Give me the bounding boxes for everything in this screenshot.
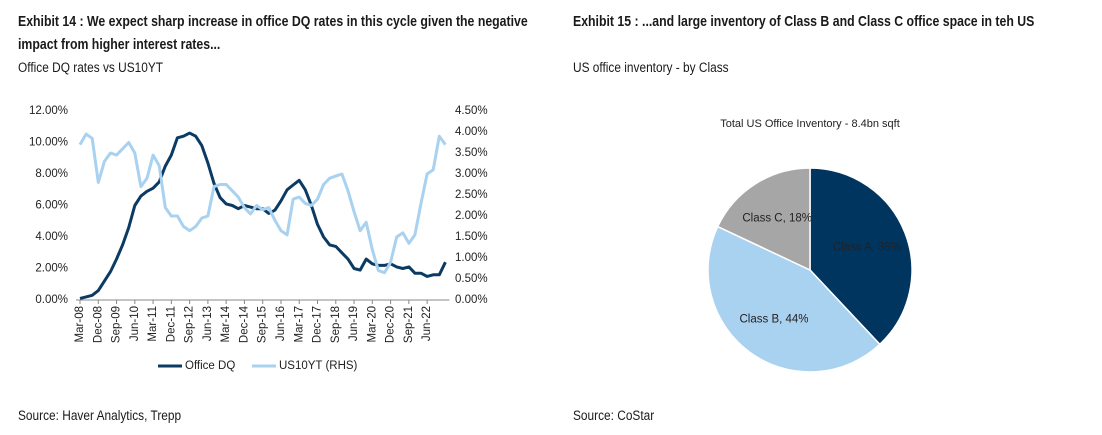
pie-chart: Total US Office Inventory - 8.4bn sqft Cl… bbox=[707, 118, 913, 373]
exhibit-title: Exhibit 15 : ...and large inventory of C… bbox=[573, 13, 1035, 30]
x-tick-label: Dec-14 bbox=[238, 305, 250, 343]
source: Source: CoStar bbox=[573, 408, 655, 423]
source: Source: Haver Analytics, Trepp bbox=[18, 408, 182, 423]
series-line bbox=[78, 132, 447, 275]
y2-tick-label: 3.50% bbox=[455, 147, 488, 159]
y2-tick-label: 4.00% bbox=[455, 126, 488, 138]
data-label: Class B, 44% bbox=[740, 314, 809, 326]
exhibit-title: Exhibit 14 : We expect sharp increase in… bbox=[18, 13, 528, 53]
y-tick-label: 6.00% bbox=[35, 200, 68, 212]
x-tick-label: Sep-15 bbox=[257, 306, 269, 343]
subtitle: US office inventory - by Class bbox=[573, 60, 729, 75]
pie-slice bbox=[809, 167, 913, 346]
x-tick-label: Dec-11 bbox=[165, 306, 177, 342]
y-tick-label: 12.00% bbox=[29, 105, 68, 117]
y2-tick-label: 1.50% bbox=[455, 231, 488, 243]
x-tick-label: Mar-14 bbox=[220, 305, 232, 342]
x-tick-label: Mar-20 bbox=[366, 306, 378, 342]
x-tick-label: Jun-19 bbox=[348, 306, 360, 341]
x-tick-label: Mar-11 bbox=[147, 306, 159, 342]
x-tick-label: Sep-09 bbox=[111, 306, 123, 343]
subtitle: Office DQ rates vs US10YT bbox=[18, 60, 164, 75]
x-tick-label: Mar-17 bbox=[293, 306, 305, 342]
pie-slice bbox=[707, 225, 881, 373]
y-tick-label: 2.00% bbox=[35, 263, 68, 275]
line-chart: 0.00% 2.00% 4.00% 6.00% 8.00% 10.00% 12.00% 0.0… bbox=[29, 105, 488, 372]
x-tick-label: Dec-20 bbox=[385, 306, 397, 343]
y-tick-label: 10.00% bbox=[29, 137, 68, 149]
y2-tick-label: 4.50% bbox=[455, 105, 488, 117]
legend-label: Office DQ bbox=[185, 360, 235, 372]
x-tick-label: Jun-13 bbox=[202, 306, 214, 341]
x-tick-label: Jun-10 bbox=[129, 306, 141, 341]
y2-tick-label: 2.00% bbox=[455, 210, 488, 222]
x-tick-label: Sep-18 bbox=[330, 306, 342, 343]
y-tick-label: 4.00% bbox=[35, 231, 68, 243]
y2-tick-label: 2.50% bbox=[455, 189, 488, 201]
y-tick-label: 0.00% bbox=[35, 294, 68, 306]
y2-tick-label: 0.00% bbox=[455, 294, 488, 306]
y-tick-label: 8.00% bbox=[35, 168, 68, 180]
legend-label: US10YT (RHS) bbox=[279, 360, 358, 372]
data-label: Class A, 38% bbox=[833, 242, 901, 254]
plot-title: Total US Office Inventory - 8.4bn sqft bbox=[720, 118, 900, 130]
x-tick-label: Dec-08 bbox=[92, 306, 104, 343]
y2-tick-label: 0.50% bbox=[455, 273, 488, 285]
x-tick-label: Jun-16 bbox=[275, 306, 287, 341]
y2-tick-label: 1.00% bbox=[455, 252, 488, 264]
y2-tick-label: 3.00% bbox=[455, 168, 488, 180]
x-tick-label: Sep-12 bbox=[184, 306, 196, 343]
data-label: Class C, 18% bbox=[742, 212, 812, 224]
x-tick-label: Mar-08 bbox=[74, 306, 86, 342]
x-tick-label: Jun-22 bbox=[421, 306, 433, 341]
x-tick-label: Sep-21 bbox=[403, 306, 415, 343]
x-tick-label: Dec-17 bbox=[312, 306, 324, 343]
pie-slice bbox=[716, 167, 811, 272]
